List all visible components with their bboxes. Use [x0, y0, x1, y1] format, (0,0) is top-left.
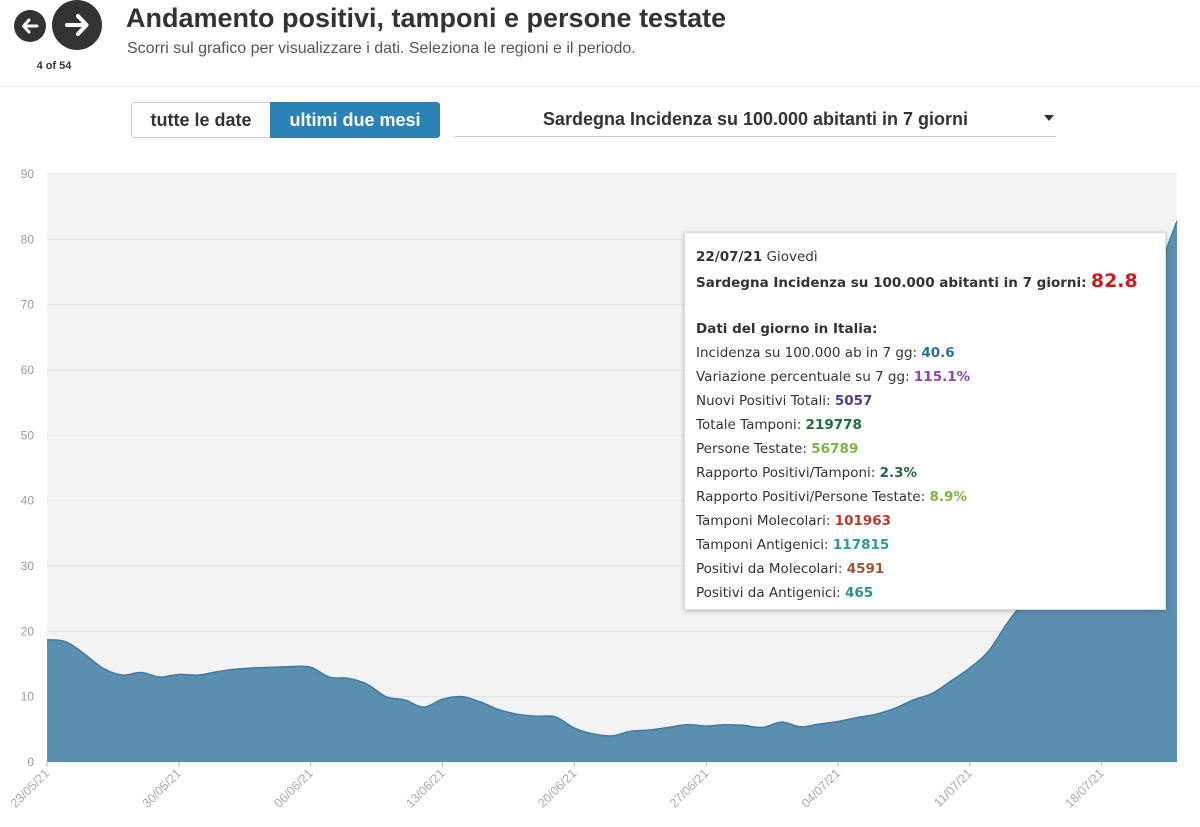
tooltip-item: Rapporto Positivi/Tamponi: 2.3% [696, 461, 1154, 485]
tooltip-item-value: 219778 [805, 417, 862, 433]
tooltip-item-label: Incidenza su 100.000 ab in 7 gg: [696, 345, 922, 361]
tooltip-item-value: 40.6 [921, 345, 955, 361]
chevron-down-icon [1044, 115, 1054, 121]
tooltip-items: Incidenza su 100.000 ab in 7 gg: 40.6 Var… [696, 341, 1154, 605]
x-tick-label: 18/07/21 [1062, 766, 1106, 810]
tooltip-item: Rapporto Positivi/Persone Testate: 8.9% [696, 485, 1154, 509]
y-tick-label: 10 [21, 690, 35, 704]
tooltip-item-value: 117815 [832, 537, 890, 553]
x-tick-label: 04/07/21 [799, 766, 843, 810]
tooltip-region-value: 82.8 [1090, 270, 1138, 292]
tooltip-item-value: 115.1% [913, 369, 971, 385]
x-tick-label: 13/06/21 [403, 766, 447, 810]
x-axis-ticks: 23/05/21 30/05/21 06/06/21 13/06/21 20/06/21… [8, 762, 1107, 811]
arrow-left-icon [22, 18, 39, 34]
tooltip-item: Positivi da Antigenici: 465 [696, 581, 1154, 605]
x-tick-label: 11/07/21 [931, 766, 975, 810]
y-tick-label: 50 [21, 428, 35, 442]
tooltip-item-label: Rapporto Positivi/Persone Testate: [696, 489, 930, 505]
tooltip-item: Tamponi Molecolari: 101963 [696, 509, 1154, 533]
y-tick-label: 0 [27, 755, 34, 769]
y-tick-label: 30 [21, 559, 35, 573]
y-axis-ticks: 0 10 20 30 40 50 60 70 80 90 [21, 167, 35, 769]
x-tick-label: 30/05/21 [140, 766, 184, 810]
header-divider [0, 86, 1200, 87]
tooltip-region-label: Sardegna Incidenza su 100.000 abitanti i… [696, 275, 1087, 291]
x-tick-label: 27/06/21 [667, 766, 711, 810]
tooltip-item-value: 8.9% [929, 489, 967, 505]
tooltip-item-label: Totale Tamponi: [696, 417, 806, 433]
tooltip-item: Variazione percentuale su 7 gg: 115.1% [696, 365, 1154, 389]
line-series-sardegna [46, 220, 1178, 737]
data-tooltip: 22/07/21 Giovedì Sardegna Incidenza su 1… [684, 232, 1166, 610]
x-tick-label: 23/05/21 [8, 766, 52, 810]
y-tick-label: 90 [21, 167, 35, 181]
tooltip-item-value: 465 [844, 585, 874, 601]
tooltip-weekday: Giovedì [766, 249, 818, 265]
y-tick-label: 80 [21, 232, 35, 246]
x-tick-label: 20/06/21 [535, 766, 579, 810]
tooltip-item-label: Rapporto Positivi/Tamponi: [696, 465, 880, 481]
tooltip-date: 22/07/21 [696, 249, 763, 265]
tooltip-item-value: 5057 [834, 393, 873, 409]
tooltip-item-label: Tamponi Antigenici: [696, 537, 833, 553]
next-button[interactable] [52, 0, 102, 50]
tooltip-item: Nuovi Positivi Totali: 5057 [696, 389, 1154, 413]
slide-counter: 4 of 54 [36, 60, 72, 72]
tooltip-item: Totale Tamponi: 219778 [696, 413, 1154, 437]
tooltip-item: Positivi da Molecolari: 4591 [696, 557, 1154, 581]
last-two-months-button[interactable]: ultimi due mesi [270, 102, 440, 138]
tooltip-item-value: 4591 [846, 561, 885, 577]
area-series-sardegna [47, 221, 1177, 762]
page-subtitle: Scorri sul grafico per visualizzare i da… [127, 40, 636, 57]
tooltip-item: Persone Testate: 56789 [696, 437, 1154, 461]
tooltip-item-label: Tamponi Molecolari: [696, 513, 835, 529]
tooltip-item-label: Positivi da Molecolari: [696, 561, 847, 577]
previous-button[interactable] [14, 10, 46, 42]
tooltip-section-title: Dati del giorno in Italia: [696, 321, 878, 337]
tooltip-item-label: Variazione percentuale su 7 gg: [696, 369, 914, 385]
y-tick-label: 60 [21, 363, 35, 377]
arrow-right-icon [65, 14, 89, 36]
y-tick-label: 20 [21, 624, 35, 638]
y-tick-label: 40 [21, 494, 35, 508]
x-tick-label: 06/06/21 [271, 766, 315, 810]
y-tick-label: 70 [21, 298, 35, 312]
tooltip-item: Incidenza su 100.000 ab in 7 gg: 40.6 [696, 341, 1154, 365]
tooltip-item-label: Persone Testate: [696, 441, 812, 457]
series-select[interactable]: Sardegna Incidenza su 100.000 abitanti i… [455, 102, 1056, 137]
all-dates-button[interactable]: tutte le date [131, 102, 270, 138]
tooltip-item-value: 2.3% [879, 465, 918, 481]
tooltip-item-value: 101963 [834, 513, 892, 529]
series-select-value: Sardegna Incidenza su 100.000 abitanti i… [542, 108, 969, 129]
tooltip-item-label: Nuovi Positivi Totali: [696, 393, 835, 409]
tooltip-item: Tamponi Antigenici: 117815 [696, 533, 1154, 557]
page-title: Andamento positivi, tamponi e persone te… [126, 3, 727, 33]
tooltip-item-label: Positivi da Antigenici: [696, 585, 845, 601]
tooltip-item-value: 56789 [811, 441, 859, 457]
